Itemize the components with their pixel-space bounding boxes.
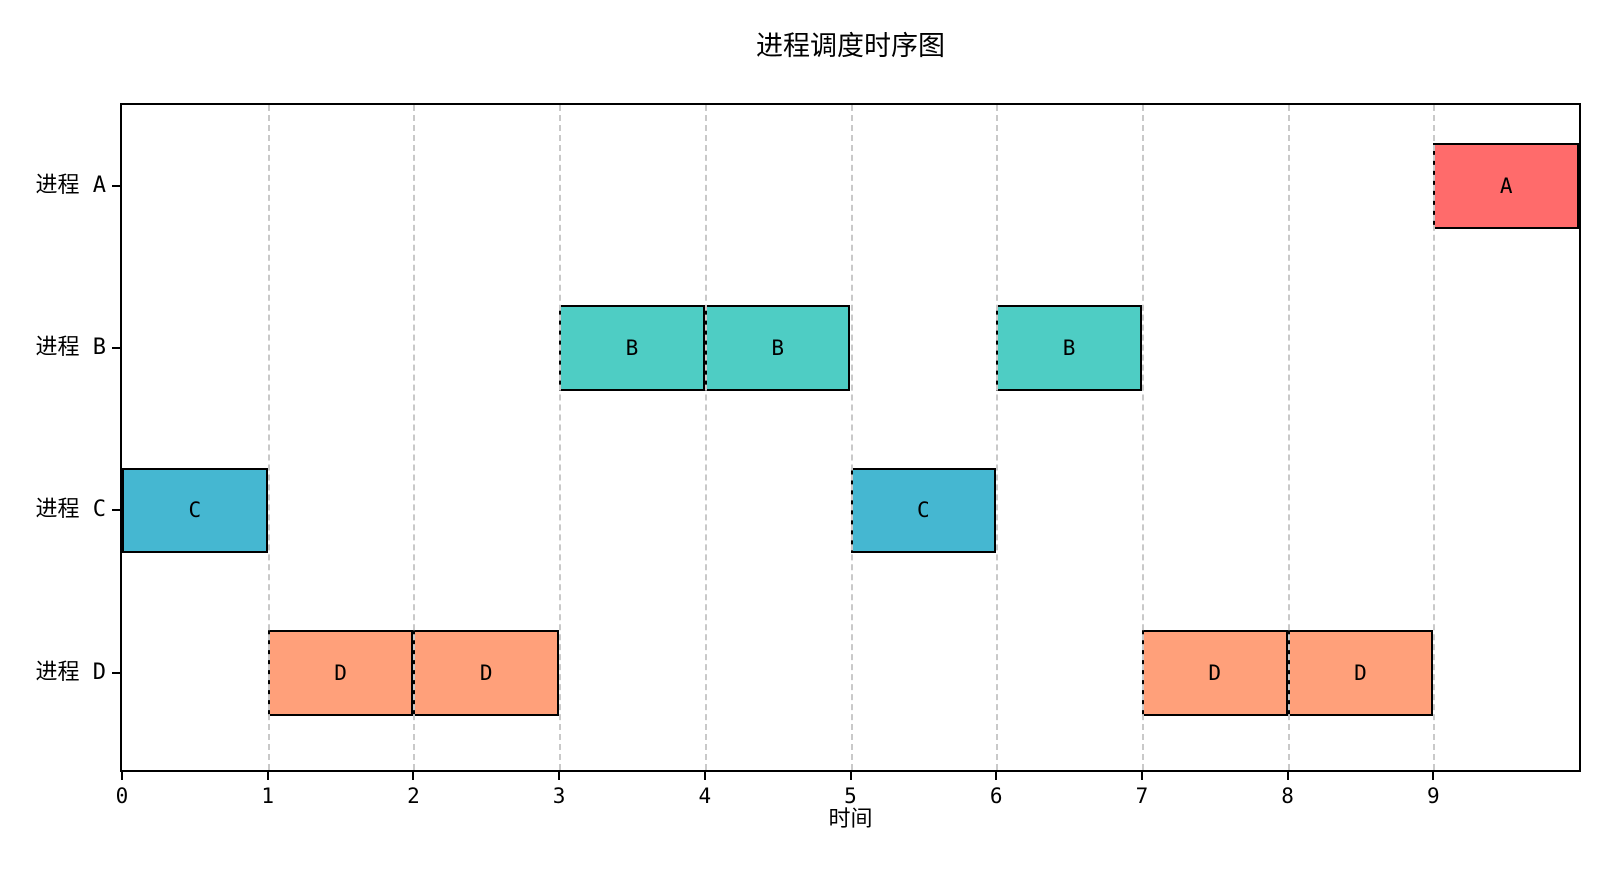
gridline [413, 105, 416, 770]
bar-label: C [917, 498, 930, 523]
bar-label: D [334, 660, 347, 685]
bar-label: C [188, 498, 202, 523]
x-tick-label: 0 [115, 784, 129, 808]
x-tick-label: 3 [552, 784, 566, 808]
x-tick [558, 772, 561, 780]
x-tick-label: 7 [1135, 784, 1149, 808]
bar-label: A [1499, 174, 1513, 199]
gantt-bar: C [122, 467, 268, 554]
x-axis-label: 时间 [828, 807, 873, 832]
x-tick-label: 1 [261, 784, 275, 808]
x-tick [703, 772, 706, 780]
bar-label: D [479, 660, 493, 685]
gantt-bar: A [1433, 143, 1579, 230]
x-tick [1286, 772, 1289, 780]
x-tick-label: 9 [1426, 784, 1440, 808]
gridline [850, 105, 853, 770]
gantt-bar: D [413, 629, 560, 716]
bar-label: D [1354, 660, 1367, 685]
x-tick-label: 8 [1281, 784, 1294, 808]
y-axis-label: 进程 C [35, 497, 107, 523]
gantt-bar: B [559, 305, 705, 392]
x-tick [1432, 772, 1435, 780]
bar-label: D [1208, 660, 1222, 685]
x-tick [995, 772, 998, 780]
y-tick [112, 185, 120, 188]
gridline [267, 105, 270, 770]
plot-area: A B B B C C D D D D [120, 103, 1581, 772]
bar-label: B [625, 336, 639, 361]
y-axis-label: 进程 A [35, 173, 107, 199]
x-tick [412, 772, 415, 780]
gantt-bar: D [267, 629, 414, 716]
gridline [559, 105, 562, 770]
gridline [1287, 105, 1290, 770]
x-tick-label: 2 [407, 784, 420, 808]
gridline [1141, 105, 1144, 770]
x-tick [849, 772, 852, 780]
y-axis-label: 进程 D [35, 659, 107, 685]
gantt-bar: D [1141, 629, 1288, 716]
x-tick-label: 5 [844, 784, 857, 808]
gridline [704, 105, 707, 770]
y-axis-label: 进程 B [35, 335, 107, 361]
gridline [1433, 105, 1436, 770]
bar-label: B [1062, 336, 1076, 361]
chart-title: 进程调度时序图 [756, 31, 945, 62]
x-tick-label: 4 [698, 784, 712, 808]
bar-label: B [771, 336, 784, 361]
gantt-bar: D [1287, 629, 1434, 716]
y-tick [112, 671, 120, 674]
y-tick [112, 509, 120, 512]
gridline [996, 105, 999, 770]
x-tick [1140, 772, 1143, 780]
x-tick [121, 772, 123, 780]
gantt-bar: B [996, 305, 1142, 392]
y-tick [112, 347, 120, 350]
gantt-bar: B [704, 305, 851, 392]
x-tick-label: 6 [989, 784, 1003, 808]
x-tick [266, 772, 269, 780]
gantt-bar: C [850, 467, 997, 554]
